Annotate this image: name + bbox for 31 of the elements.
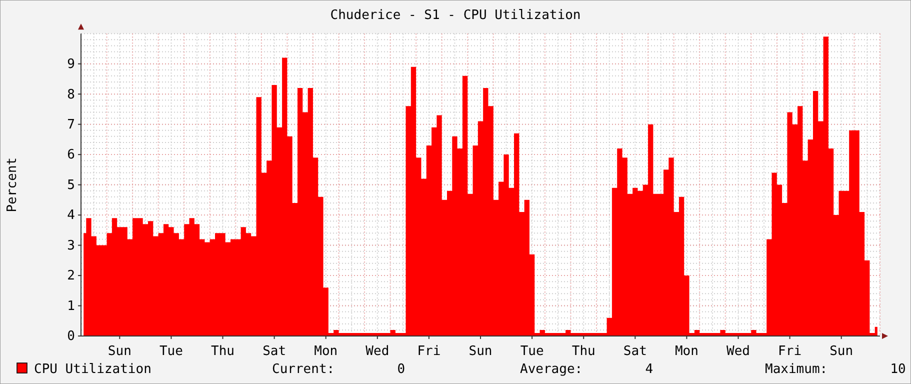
x-tick-label: Tue: [159, 344, 184, 359]
text: Maximum: 10: [765, 362, 906, 377]
x-tick-label: Wed: [726, 344, 750, 359]
y-tick-label: 1: [67, 298, 75, 314]
y-tick-label: 9: [67, 57, 75, 72]
y-tick-label: 8: [67, 87, 75, 102]
x-tick-label: Tue: [520, 344, 544, 359]
y-tick-label: 7: [67, 117, 75, 132]
x-tick-label: Fri: [417, 344, 441, 359]
y-tick-label: 2: [67, 268, 75, 284]
x-tick-label: Sun: [108, 344, 132, 359]
x-tick-label: Mon: [674, 344, 698, 359]
text: Current: 0: [272, 362, 406, 377]
x-tick-label: Sun: [830, 344, 854, 359]
y-tick-label: 4: [67, 208, 76, 224]
text: Average: 4: [520, 362, 654, 377]
x-tick-label: Sun: [468, 344, 492, 359]
y-axis-title: Percent: [5, 157, 20, 212]
x-tick-label: Wed: [366, 344, 390, 359]
x-tick-label: Sat: [262, 344, 286, 359]
y-tick-label: 6: [67, 148, 75, 163]
x-tick-label: Mon: [314, 344, 338, 359]
x-tick-label: Sat: [623, 344, 647, 359]
y-tick-label: 5: [67, 178, 75, 193]
y-tick-label: 3: [67, 238, 75, 254]
chart-title: Chuderice - S1 - CPU Utilization: [330, 8, 581, 23]
legend-label: CPU Utilization: [34, 362, 152, 377]
x-tick-label: Thu: [211, 344, 234, 359]
x-tick-label: Thu: [572, 344, 596, 359]
x-tick-label: Fri: [778, 344, 802, 359]
y-tick-label: 0: [67, 329, 75, 344]
